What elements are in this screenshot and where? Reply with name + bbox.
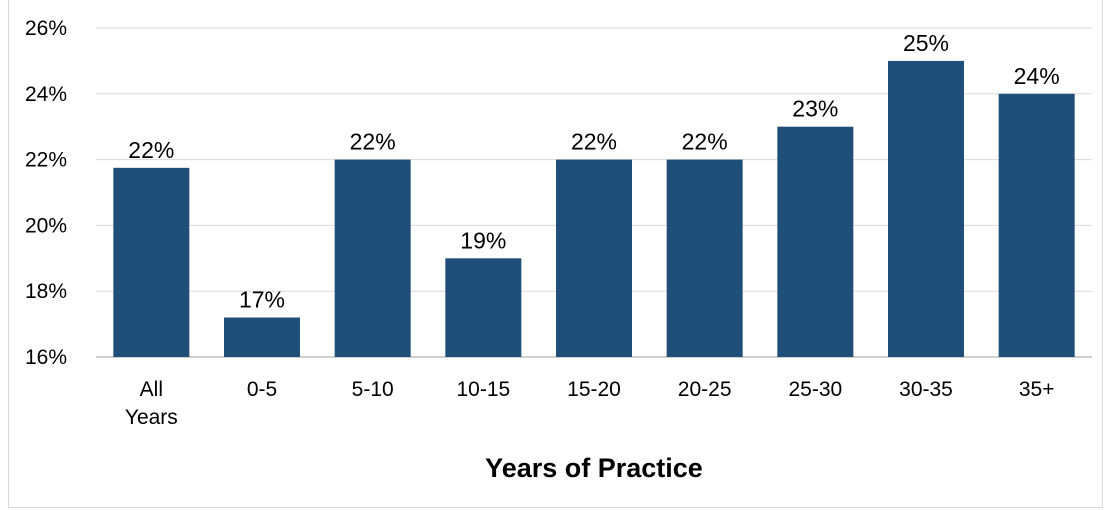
y-tick-label: 22% xyxy=(25,149,67,172)
data-label: 17% xyxy=(239,287,285,313)
data-label: 22% xyxy=(682,129,728,155)
x-tick-label: 5-10 xyxy=(352,378,394,401)
data-label: 22% xyxy=(128,137,174,163)
x-tick-label: 20-25 xyxy=(678,378,732,401)
data-label: 22% xyxy=(571,129,617,155)
bars xyxy=(113,60,1075,358)
y-tick-label: 20% xyxy=(25,214,67,237)
x-tick-label: 35+ xyxy=(1019,378,1055,401)
bar xyxy=(666,159,743,357)
x-tick-label: 15-20 xyxy=(567,378,621,401)
chart-frame xyxy=(8,0,1103,508)
data-label: 19% xyxy=(460,227,506,253)
bar xyxy=(777,126,854,357)
x-tick-label: 0-5 xyxy=(247,378,277,401)
data-label: 23% xyxy=(792,96,838,122)
bar xyxy=(888,60,964,358)
y-tick-label: 16% xyxy=(25,346,67,369)
y-axis-ticks: 16% 18% 20% 22% 24% 26% xyxy=(25,17,67,369)
data-label: 24% xyxy=(1014,63,1060,89)
y-tick-label: 26% xyxy=(25,17,67,40)
bar xyxy=(224,317,300,357)
y-tick-label: 24% xyxy=(25,83,67,106)
bar xyxy=(445,258,522,357)
bar xyxy=(113,167,190,357)
x-tick-label: 10-15 xyxy=(456,378,510,401)
x-axis-ticks: All Years 0-5 5-10 10-15 15-20 20-25 25-30 30-35… xyxy=(125,378,1055,429)
data-label: 22% xyxy=(350,129,396,155)
x-tick-label: 30-35 xyxy=(899,378,953,401)
y-tick-label: 18% xyxy=(25,280,67,303)
bar xyxy=(334,159,411,357)
bar xyxy=(556,159,632,357)
data-label: 25% xyxy=(903,30,949,56)
x-tick-label: All Years xyxy=(125,378,178,429)
x-axis-title: Years of Practice xyxy=(485,453,703,483)
bar xyxy=(998,93,1075,358)
x-tick-label: 25-30 xyxy=(788,378,842,401)
data-labels: 22% 17% 22% 19% 22% 22% 23% 25% 24% xyxy=(128,30,1059,313)
